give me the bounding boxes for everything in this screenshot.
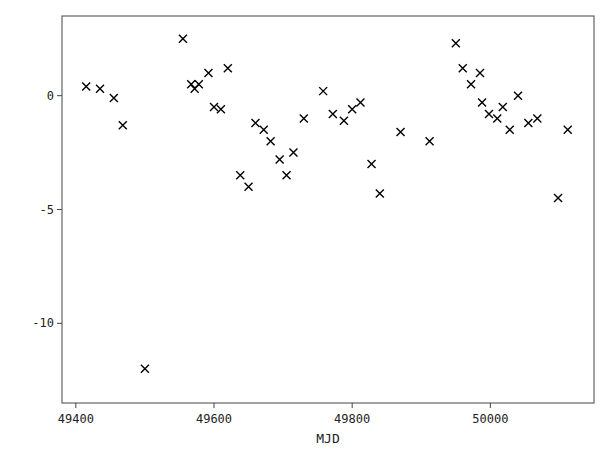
x-tick-label: 49800: [334, 412, 370, 426]
point: [499, 103, 507, 111]
point: [289, 149, 297, 157]
y-tick-label: 0: [47, 89, 54, 103]
y-tick: [57, 209, 62, 210]
point: [397, 128, 405, 136]
point: [217, 105, 225, 113]
y-tick: [57, 95, 62, 96]
point: [478, 99, 486, 107]
point: [283, 171, 291, 179]
point: [368, 160, 376, 168]
point: [179, 35, 187, 43]
point: [356, 99, 364, 107]
point: [236, 171, 244, 179]
x-tick-label: 50000: [472, 412, 508, 426]
point: [524, 119, 532, 127]
point: [276, 155, 284, 163]
point: [267, 137, 275, 145]
point: [533, 114, 541, 122]
point: [467, 80, 475, 88]
point: [340, 117, 348, 125]
y-tick: [57, 323, 62, 324]
point: [319, 87, 327, 95]
point: [251, 119, 259, 127]
x-axis-label: MJD: [316, 431, 340, 446]
point: [426, 137, 434, 145]
point: [452, 39, 460, 47]
point: [224, 64, 232, 72]
chart: 49400 49600 49800 50000 0 -5 -10 MJD: [0, 0, 616, 455]
x-tick-label: 49400: [58, 412, 94, 426]
points: [82, 35, 572, 373]
axes: 49400 49600 49800 50000 0 -5 -10: [32, 89, 508, 426]
x-tick-label: 49600: [196, 412, 232, 426]
point: [141, 365, 149, 373]
point: [96, 85, 104, 93]
point: [376, 190, 384, 198]
y-tick-label: -5: [40, 203, 54, 217]
point: [554, 194, 562, 202]
point: [329, 110, 337, 118]
point: [119, 121, 127, 129]
x-tick: [75, 403, 76, 408]
point: [476, 69, 484, 77]
point: [260, 126, 268, 134]
point: [195, 80, 203, 88]
point: [514, 92, 522, 100]
point: [82, 83, 90, 91]
chart-container: 49400 49600 49800 50000 0 -5 -10 MJD: [0, 0, 616, 455]
point: [459, 64, 467, 72]
point: [506, 126, 514, 134]
point: [187, 80, 195, 88]
point: [204, 69, 212, 77]
point: [564, 126, 572, 134]
x-tick: [214, 403, 215, 408]
point: [210, 103, 218, 111]
x-tick: [490, 403, 491, 408]
point: [110, 94, 118, 102]
point: [485, 110, 493, 118]
point: [300, 114, 308, 122]
plot-frame: [62, 16, 594, 403]
x-tick: [352, 403, 353, 408]
y-tick-label: -10: [32, 316, 54, 330]
point: [245, 183, 253, 191]
point: [348, 105, 356, 113]
point: [493, 114, 501, 122]
